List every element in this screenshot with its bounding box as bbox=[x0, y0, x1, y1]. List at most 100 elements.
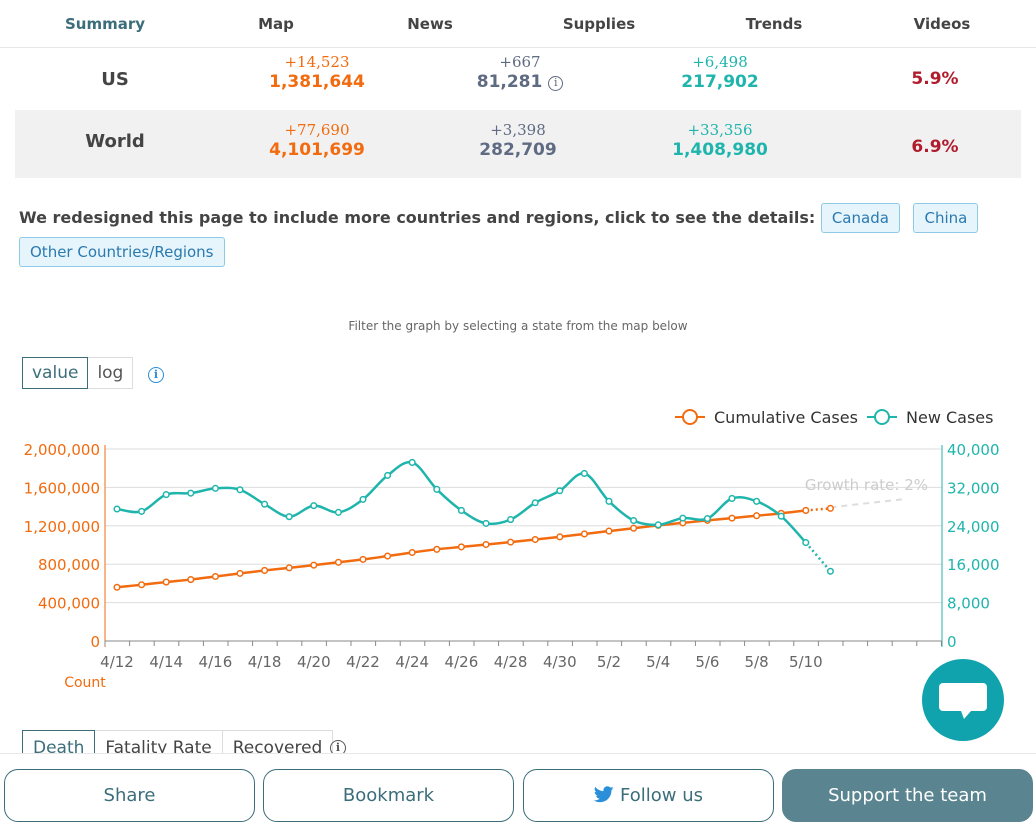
data-point bbox=[359, 495, 367, 503]
x-tick-label: 4/26 bbox=[445, 653, 479, 671]
world-stats-row: World +77,690 4,101,699 +3,398 282,709 +… bbox=[15, 110, 1021, 178]
data-point bbox=[187, 576, 195, 584]
x-tick-label: 4/30 bbox=[543, 653, 577, 671]
data-point bbox=[285, 564, 293, 572]
data-point bbox=[457, 506, 465, 514]
data-point bbox=[728, 494, 736, 502]
tab-supplies[interactable]: Supplies bbox=[562, 15, 636, 33]
data-point bbox=[113, 505, 121, 513]
data-point bbox=[630, 516, 638, 525]
right-tick-label: 0 bbox=[947, 633, 957, 651]
tab-trends[interactable]: Trends bbox=[745, 15, 803, 33]
us-recovered-total: 217,902 bbox=[681, 72, 759, 92]
data-point bbox=[457, 543, 465, 551]
left-axis-label: Count bbox=[64, 675, 106, 691]
tab-news[interactable]: News bbox=[407, 15, 453, 33]
info-icon[interactable]: i bbox=[548, 76, 564, 91]
scale-toggle: value log bbox=[22, 357, 134, 389]
x-tick-label: 4/24 bbox=[395, 653, 429, 671]
right-tick-label: 32,000 bbox=[947, 479, 1000, 497]
tab-summary[interactable]: Summary bbox=[64, 15, 146, 33]
data-point bbox=[802, 506, 810, 514]
data-point bbox=[310, 561, 318, 569]
right-tick-label: 40,000 bbox=[947, 441, 1000, 459]
left-tick-label: 1,600,000 bbox=[24, 479, 100, 497]
world-deaths-total: 282,709 bbox=[479, 140, 557, 160]
data-point bbox=[408, 458, 416, 466]
us-cases-delta: +14,523 bbox=[284, 53, 350, 71]
right-tick-label: 24,000 bbox=[947, 518, 1000, 536]
row-label-us: US bbox=[101, 69, 129, 90]
us-stats-row: US +14,523 1,381,644 +667 81,281 i +6,49… bbox=[15, 48, 1021, 116]
tab-map[interactable]: Map bbox=[258, 15, 294, 33]
scale-info-icon[interactable]: i bbox=[148, 367, 164, 383]
tab-videos[interactable]: Videos bbox=[913, 15, 971, 33]
world-cases: +77,690 4,101,699 bbox=[217, 122, 417, 161]
world-recovered-total: 1,408,980 bbox=[672, 140, 768, 160]
series-last-segment bbox=[805, 507, 831, 512]
series-line-new-cases bbox=[116, 460, 807, 544]
scale-value-button[interactable]: value bbox=[22, 357, 89, 389]
link-canada[interactable]: Canada bbox=[820, 203, 900, 233]
data-point bbox=[728, 514, 736, 522]
data-point bbox=[384, 552, 392, 560]
data-point bbox=[556, 533, 564, 541]
twitter-icon bbox=[593, 786, 614, 803]
chat-button[interactable] bbox=[922, 659, 1004, 741]
share-button[interactable]: Share bbox=[4, 769, 255, 822]
data-point bbox=[482, 540, 490, 549]
data-point bbox=[236, 486, 244, 494]
data-point bbox=[187, 489, 195, 497]
data-point bbox=[211, 484, 219, 492]
data-point bbox=[162, 491, 170, 499]
x-tick-label: 5/8 bbox=[745, 653, 769, 671]
world-cases-total: 4,101,699 bbox=[269, 140, 365, 160]
left-tick-label: 0 bbox=[90, 633, 100, 651]
x-tick-label: 5/2 bbox=[597, 653, 621, 671]
data-point bbox=[138, 581, 146, 589]
data-point bbox=[113, 583, 121, 591]
data-point bbox=[679, 514, 687, 522]
growth-rate-annotation: Growth rate: 2% bbox=[805, 476, 928, 494]
x-tick-label: 5/10 bbox=[789, 653, 823, 671]
series-last-segment bbox=[804, 541, 832, 573]
us-recovered: +6,498 217,902 bbox=[620, 54, 820, 93]
follow-us-button[interactable]: Follow us bbox=[523, 769, 774, 822]
data-point bbox=[605, 497, 613, 505]
data-point bbox=[531, 535, 539, 544]
legend-label: New Cases bbox=[906, 408, 993, 427]
data-point bbox=[310, 502, 318, 510]
data-point bbox=[630, 524, 638, 532]
left-tick-label: 2,000,000 bbox=[24, 441, 100, 459]
left-tick-label: 1,200,000 bbox=[24, 518, 100, 536]
data-point bbox=[802, 539, 810, 547]
link-china[interactable]: China bbox=[913, 203, 979, 233]
data-point bbox=[261, 566, 269, 574]
data-point bbox=[236, 569, 244, 577]
chart-series: Growth rate: 2% bbox=[113, 458, 928, 591]
data-point bbox=[482, 519, 490, 527]
row-label-world: World bbox=[85, 131, 145, 152]
chart-axes: 0 400,000 800,000 1,200,000 1,600,000 2,000,0… bbox=[24, 441, 1000, 691]
data-point bbox=[507, 538, 515, 546]
world-deaths-delta: +3,398 bbox=[490, 121, 546, 139]
world-recovered-delta: +33,356 bbox=[687, 121, 753, 139]
x-tick-label: 4/18 bbox=[248, 653, 282, 671]
link-other-countries[interactable]: Other Countries/Regions bbox=[19, 237, 225, 267]
chat-icon bbox=[939, 683, 987, 719]
x-tick-label: 4/14 bbox=[149, 653, 183, 671]
data-point bbox=[261, 500, 269, 508]
bookmark-button[interactable]: Bookmark bbox=[263, 769, 514, 822]
legend-label: Cumulative Cases bbox=[714, 408, 858, 427]
us-deaths: +667 81,281 i bbox=[420, 54, 620, 93]
scale-log-button[interactable]: log bbox=[88, 357, 134, 389]
data-point bbox=[605, 527, 613, 535]
filter-hint: Filter the graph by selecting a state fr… bbox=[348, 319, 688, 333]
data-point bbox=[556, 487, 564, 495]
data-point bbox=[777, 512, 785, 520]
support-team-button[interactable]: Support the team bbox=[782, 769, 1033, 822]
redesign-notice: We redesigned this page to include more … bbox=[19, 203, 1019, 267]
right-tick-label: 8,000 bbox=[947, 595, 990, 613]
world-deaths: +3,398 282,709 bbox=[418, 122, 618, 161]
data-point bbox=[359, 555, 367, 563]
